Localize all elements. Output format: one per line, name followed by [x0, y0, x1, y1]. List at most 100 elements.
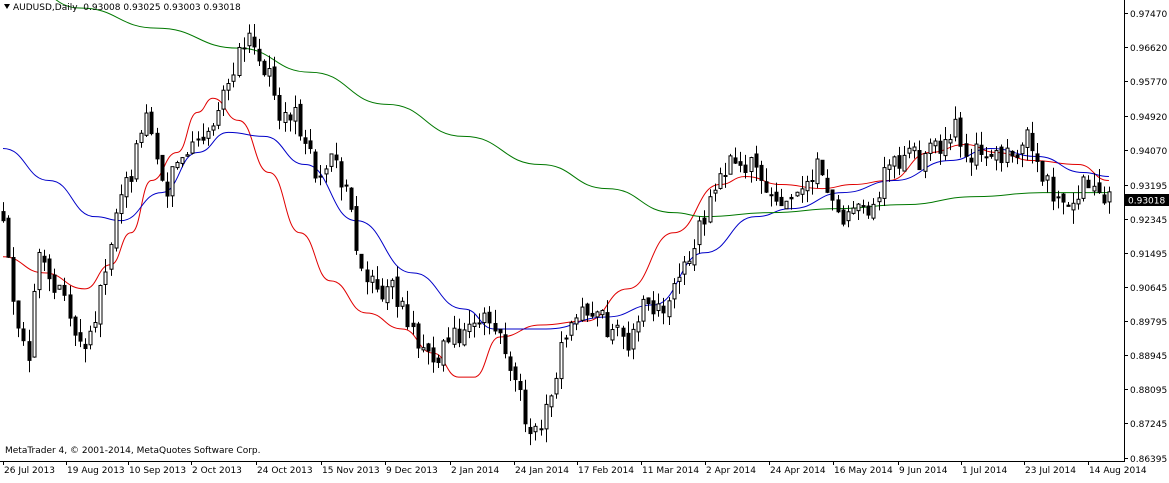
chart-menu-triangle-icon[interactable] [4, 4, 10, 9]
candle [697, 216, 702, 254]
candle [667, 297, 672, 325]
candle [887, 159, 892, 182]
candle [733, 147, 738, 164]
candle-body-up [692, 248, 697, 266]
time-tick-label: 2 Apr 2014 [706, 466, 756, 476]
candle-body-down [626, 332, 631, 351]
candle [416, 321, 421, 359]
candle-body-down [789, 196, 794, 200]
candle [313, 149, 318, 183]
candle-body-up [928, 142, 933, 154]
candle [452, 315, 457, 348]
candle-body-up [370, 275, 375, 283]
candle [334, 142, 339, 169]
candle [503, 322, 508, 359]
candle [78, 319, 83, 348]
candle-body-down [78, 332, 83, 342]
candle-body-down [917, 149, 922, 171]
candle-body-up [283, 112, 288, 123]
candle-body-down [769, 194, 774, 197]
candle [621, 325, 626, 350]
candle [539, 419, 544, 436]
candle-body-down [165, 181, 170, 197]
candle [436, 354, 441, 369]
candle [661, 297, 666, 325]
candle-body-down [743, 164, 748, 173]
candle-body-up [559, 342, 564, 380]
candle-body-up [610, 329, 615, 341]
candle [139, 129, 144, 148]
time-tick-label: 2 Jan 2014 [451, 466, 499, 476]
candle [1102, 186, 1107, 205]
candle [523, 379, 528, 433]
candle [713, 183, 718, 202]
candle-body-down [375, 279, 380, 290]
candle [441, 338, 446, 372]
candle [994, 146, 999, 171]
candle [856, 202, 861, 221]
candle-body-down [11, 257, 16, 302]
candle-body-down [277, 94, 282, 121]
candle-body-down [411, 322, 416, 328]
candle [702, 210, 707, 236]
candle [375, 266, 380, 293]
candle [631, 323, 636, 360]
candle-body-down [1035, 153, 1040, 162]
candle [574, 314, 579, 331]
candle-body-up [472, 322, 477, 327]
candle [160, 154, 165, 182]
candle [569, 320, 574, 341]
candle [795, 191, 800, 197]
candle [928, 138, 933, 161]
moving-averages [2, 0, 1109, 378]
candle-body-up [467, 323, 472, 333]
candle [738, 151, 743, 173]
candle [103, 259, 108, 295]
candle [457, 318, 462, 348]
candle-body-down [621, 327, 626, 337]
candle-body-down [841, 209, 846, 225]
candle-body-up [656, 303, 661, 312]
candle-body-up [329, 153, 334, 167]
candle [124, 171, 129, 208]
copyright-notice: MetaTrader 4, © 2001-2014, MetaQuotes So… [5, 446, 261, 456]
candle-body-down [661, 305, 666, 314]
candle [769, 187, 774, 207]
candle [247, 24, 252, 53]
candle [201, 123, 206, 145]
candle [513, 362, 518, 392]
candle [93, 311, 98, 333]
candle [1086, 175, 1091, 189]
candle [784, 200, 789, 210]
candle-body-down [334, 154, 339, 161]
candle-body-up [902, 154, 907, 172]
candle-body-down [518, 381, 523, 391]
candle-body-up [190, 141, 195, 154]
candle [805, 175, 810, 203]
candle-body-up [400, 300, 405, 307]
candle [329, 153, 334, 172]
candle [262, 59, 267, 77]
symbol-label: AUDUSD,Daily [13, 3, 78, 13]
candle-body-up [718, 173, 723, 189]
price-tick-label: 0.96620 [1130, 44, 1167, 54]
candle [544, 394, 549, 443]
current-price-box [1125, 194, 1169, 206]
candle-body-up [871, 203, 876, 219]
candle-body-up [672, 283, 677, 300]
candle [252, 24, 257, 55]
candle-body-down [1015, 154, 1020, 159]
candle [999, 144, 1004, 172]
candle-body-up [318, 175, 323, 178]
candle-body-down [262, 60, 267, 76]
candle [206, 127, 211, 146]
candle-body-up [216, 110, 221, 126]
price-tick-label: 0.86395 [1130, 455, 1167, 465]
candle [559, 331, 564, 390]
candle [98, 284, 103, 338]
candle [349, 187, 354, 213]
candle-body-up [580, 306, 585, 321]
candle-body-up [109, 243, 114, 270]
